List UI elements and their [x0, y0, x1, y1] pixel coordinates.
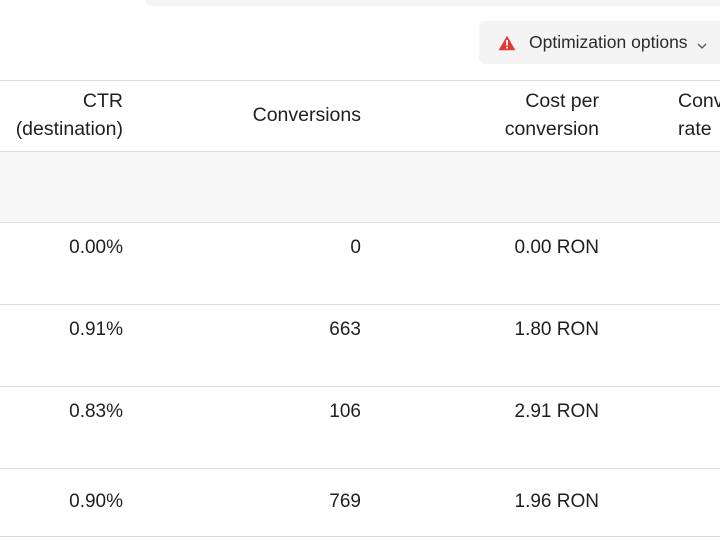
table-row[interactable]: 0.90% 769 1.96 RON [0, 468, 720, 540]
conversions-cell: 0 [350, 237, 361, 258]
column-header-ctr[interactable]: CTR (destination) [15, 90, 123, 140]
ctr-cell: 0.83% [69, 401, 123, 422]
warning-icon [498, 35, 516, 51]
conversions-cell: 769 [329, 491, 361, 512]
top-bar-fragment [145, 0, 720, 6]
table-row[interactable]: 0.91% 663 1.80 RON [0, 304, 720, 386]
column-header-cost-per-conversion[interactable]: Cost per conversion [504, 90, 599, 140]
cost-per-conversion-cell: 1.80 RON [514, 319, 599, 340]
ctr-cell: 0.90% [69, 491, 123, 512]
ctr-cell: 0.00% [69, 237, 123, 258]
table-row[interactable]: 0.00% 0 0.00 RON [0, 222, 720, 304]
summary-row [0, 151, 720, 222]
conversions-cell: 663 [329, 319, 361, 340]
conversions-cell: 106 [329, 401, 361, 422]
ctr-cell: 0.91% [69, 319, 123, 340]
column-header-conversion-rate[interactable]: Conv rate [678, 90, 720, 140]
chevron-down-icon [697, 38, 707, 49]
cost-per-conversion-cell: 0.00 RON [514, 237, 599, 258]
table-header-row: CTR (destination) Conversions Cost per c… [0, 80, 720, 151]
table-bottom-border [0, 536, 720, 537]
cost-per-conversion-cell: 1.96 RON [514, 491, 599, 512]
cost-per-conversion-cell: 2.91 RON [514, 401, 599, 422]
optimization-options-button[interactable]: Optimization options [479, 21, 720, 64]
column-header-conversions[interactable]: Conversions [252, 104, 361, 126]
optimization-options-label: Optimization options [529, 32, 688, 52]
table-row[interactable]: 0.83% 106 2.91 RON [0, 386, 720, 468]
